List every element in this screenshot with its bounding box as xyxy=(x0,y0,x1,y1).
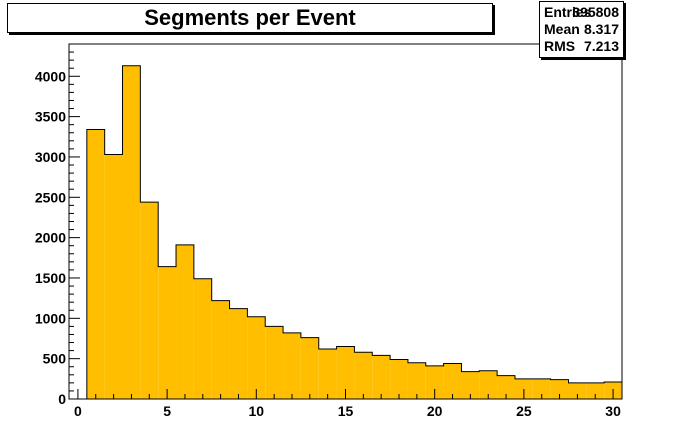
histogram-bar xyxy=(390,359,408,399)
histogram-bar xyxy=(407,362,426,399)
histogram-bar xyxy=(586,382,605,399)
histogram-bar xyxy=(158,266,177,399)
stats-box: Entries 395808 Mean 8.317 RMS 7.213 xyxy=(539,1,624,58)
histogram-bar xyxy=(247,316,266,399)
histogram-bar xyxy=(211,300,230,399)
y-tick-label: 0 xyxy=(58,391,66,407)
histogram-bar xyxy=(372,355,391,399)
histogram-bar xyxy=(550,379,569,399)
histogram-bar xyxy=(300,337,319,399)
y-tick-label: 4000 xyxy=(35,68,66,84)
histogram-bar xyxy=(532,378,551,399)
stats-key: RMS xyxy=(544,38,576,54)
histogram-outline xyxy=(86,65,623,399)
y-tick-label: 2500 xyxy=(35,189,66,205)
histogram-bar xyxy=(104,154,123,399)
y-tick-label: 3500 xyxy=(35,109,66,125)
stats-key: Entries xyxy=(544,4,592,20)
histogram-bar xyxy=(354,352,373,399)
histogram-bars xyxy=(86,65,622,400)
histogram-bar xyxy=(193,278,212,399)
histogram-bar xyxy=(283,332,301,399)
x-tick-label: 25 xyxy=(516,403,532,419)
x-tick-label: 5 xyxy=(163,403,171,419)
histogram-bar xyxy=(229,308,248,399)
x-axis: 0 5 10 15 20 25 30 xyxy=(74,389,621,419)
x-tick-label: 30 xyxy=(605,403,621,419)
histogram-bar xyxy=(336,346,355,399)
histogram-bar xyxy=(461,371,480,399)
histogram-bar xyxy=(443,363,462,399)
y-axis: 0 500 1000 1500 2000 2500 3000 3500 4000 xyxy=(35,43,80,407)
chart-title-box: Segments per Event xyxy=(7,3,493,33)
stats-row-rms: RMS 7.213 xyxy=(544,38,619,54)
chart-title: Segments per Event xyxy=(144,5,356,30)
stats-value: 395808 xyxy=(572,4,619,20)
histogram-bar xyxy=(568,382,587,399)
y-tick-label: 1500 xyxy=(35,270,66,286)
stats-key: Mean xyxy=(544,21,580,37)
y-tick-label: 1000 xyxy=(35,310,66,326)
histogram-bar xyxy=(265,326,284,399)
histogram-bar xyxy=(514,378,533,399)
histogram-bar xyxy=(497,375,515,399)
histogram-bar xyxy=(425,365,444,399)
y-tick-label: 2000 xyxy=(35,230,66,246)
y-tick-label: 3000 xyxy=(35,149,66,165)
y-tick-label: 500 xyxy=(43,351,67,367)
x-tick-label: 0 xyxy=(74,403,82,419)
stats-row-entries: Entries 395808 xyxy=(544,4,619,20)
histogram-bar xyxy=(479,370,498,399)
stats-value: 8.317 xyxy=(583,21,619,37)
histogram-bar xyxy=(140,202,159,399)
x-tick-label: 20 xyxy=(427,403,443,419)
stats-value: 7.213 xyxy=(583,38,619,54)
x-tick-label: 10 xyxy=(249,403,265,419)
x-tick-label: 15 xyxy=(338,403,354,419)
histogram-bar xyxy=(318,348,337,399)
histogram-bar xyxy=(176,244,194,399)
stats-row-mean: Mean 8.317 xyxy=(544,21,619,37)
histogram-bar xyxy=(122,65,141,399)
histogram-bar xyxy=(86,129,105,400)
